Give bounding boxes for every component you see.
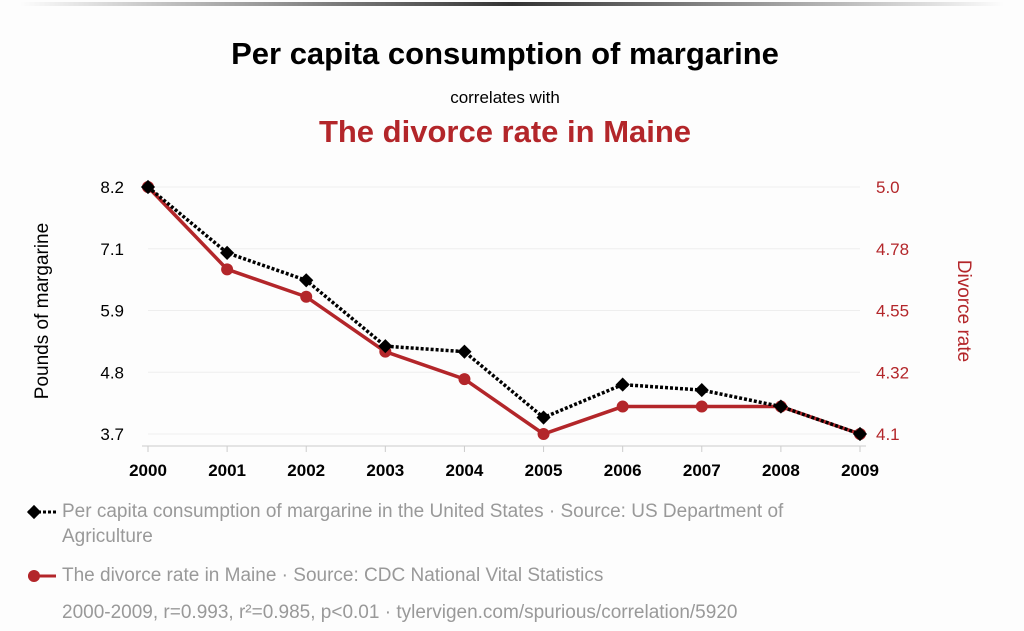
margarine-point (299, 273, 314, 288)
legend-margarine-icon (26, 504, 56, 520)
y-left-tick-label: 7.1 (100, 240, 124, 259)
divorce-point (695, 400, 708, 413)
y-right-tick-label: 4.32 (876, 363, 909, 382)
legend-divorce: The divorce rate in Maine · Source: CDC … (62, 565, 604, 586)
x-tick-label: 2009 (841, 461, 879, 480)
margarine-point (378, 339, 393, 354)
x-tick-label: 2000 (129, 461, 167, 480)
x-tick-label: 2007 (683, 461, 721, 480)
x-tick-label: 2004 (446, 461, 484, 480)
y-right-axis-label: Divorce rate (953, 260, 974, 362)
chart-title-2: The divorce rate in Maine (318, 114, 692, 149)
x-tick-label: 2002 (287, 461, 325, 480)
y-left-tick-label: 8.2 (100, 178, 124, 197)
margarine-point (615, 377, 630, 392)
margarine-point (773, 399, 788, 414)
y-right-tick-label: 4.1 (876, 425, 900, 444)
y-left-tick-label: 4.8 (100, 363, 124, 382)
top-divider (20, 2, 1004, 6)
y-right-tick-label: 5.0 (876, 178, 900, 197)
y-left-axis-label: Pounds of margarine (32, 223, 53, 399)
legend-margarine: Per capita consumption of margarine in t… (62, 501, 784, 547)
margarine-point (852, 426, 868, 442)
divorce-point (616, 400, 629, 413)
margarine-line (146, 185, 861, 436)
chart-subtitle: correlates with (450, 88, 560, 107)
y-left-tick-label: 5.9 (100, 302, 124, 321)
margarine-point (140, 179, 156, 195)
divorce-point (458, 373, 471, 386)
x-tick-label: 2001 (208, 461, 246, 480)
legend-divorce-icon (28, 570, 56, 582)
margarine-point (457, 344, 472, 359)
margarine-point (220, 245, 235, 260)
margarine-point (694, 383, 709, 398)
x-tick-label: 2005 (525, 461, 563, 480)
x-tick-label: 2003 (366, 461, 404, 480)
divorce-line (146, 185, 861, 436)
y-right-tick-label: 4.78 (876, 240, 909, 259)
x-tick-label: 2006 (604, 461, 642, 480)
divorce-point (221, 263, 234, 276)
y-left-tick-label: 3.7 (100, 425, 124, 444)
divorce-point (300, 290, 313, 303)
y-right-tick-label: 4.55 (876, 302, 909, 321)
chart-title: Per capita consumption of margarine (231, 36, 779, 71)
x-tick-label: 2008 (762, 461, 800, 480)
margarine-point (536, 410, 551, 425)
chart-footer: 2000-2009, r=0.993, r²=0.985, p<0.01 · t… (62, 602, 738, 623)
divorce-point (537, 428, 550, 440)
